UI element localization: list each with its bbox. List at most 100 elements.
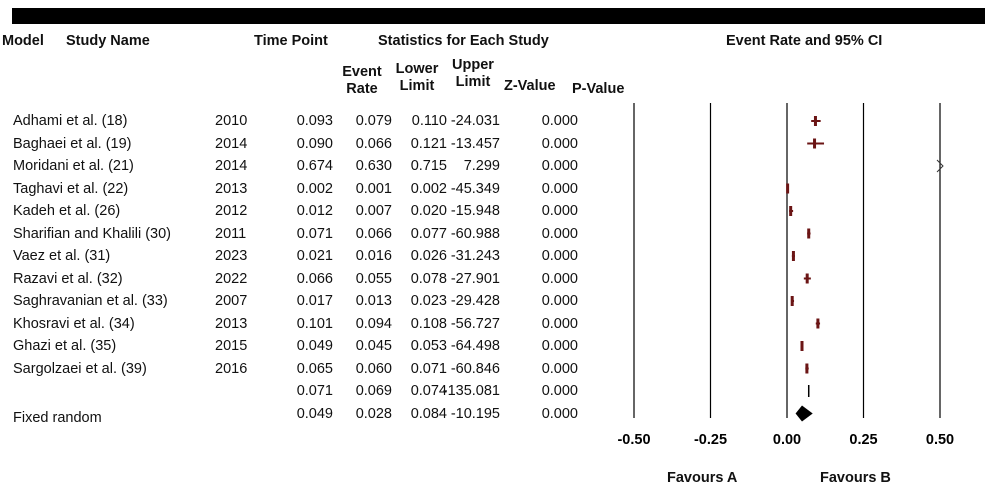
study-value: 0.066 [355,225,392,242]
study-year: 2014 [215,135,248,152]
study-value: 0.026 [410,248,447,264]
study-value: 7.299 [463,158,500,174]
summary-value: -135.081 [442,383,500,399]
point-estimate [813,116,817,126]
study-value: -45.349 [450,180,500,197]
study-value: 0.000 [541,180,578,197]
study-value: 0.090 [296,135,333,152]
study-value: 0.108 [410,315,447,332]
study-value: 0.000 [541,360,578,377]
offscale-arrow [936,159,944,173]
summary-label: Fixed random [13,409,102,426]
study-year: 2011 [215,225,247,242]
point-estimate [813,138,817,149]
col-header-lower-limit: Lower Limit [395,61,439,94]
col-header-p-value: P-Value [572,81,625,97]
study-name: Taghavi et al. (22) [13,180,129,197]
point-estimate [805,363,809,374]
study-value: -29.428 [450,293,500,309]
favours-a-label: Favours A [667,470,738,486]
study-year: 2012 [215,203,248,219]
study-year: 2015 [215,338,248,354]
summary-value: 0.069 [355,383,392,399]
study-value: 0.000 [541,315,578,332]
study-name: Ghazi et al. (35) [13,338,117,354]
study-year: 2007 [215,293,248,309]
study-value: 0.078 [410,270,447,287]
study-value: -15.948 [450,203,500,219]
x-tick-label: -0.50 [617,432,650,448]
study-value: 0.012 [296,203,333,219]
x-tick-label: 0.00 [773,432,801,448]
study-value: 0.060 [355,360,392,377]
point-estimate [805,273,809,284]
study-year: 2013 [215,180,248,197]
study-value: 0.000 [541,270,578,287]
summary-value: 0.000 [541,405,578,422]
study-value: 0.017 [296,293,333,309]
point-estimate [790,296,794,306]
study-value: 0.000 [541,338,578,354]
study-value: 0.079 [355,113,392,129]
study-value: -24.031 [450,113,500,129]
study-value: 0.002 [410,180,447,197]
study-year: 2014 [215,158,248,174]
point-estimate [789,206,793,216]
study-value: -13.457 [450,135,500,152]
study-value: -31.243 [450,248,500,264]
x-tick-label: 0.25 [849,432,877,448]
study-name: Adhami et al. (18) [13,113,128,129]
study-value: 0.071 [410,360,447,377]
study-value: 0.065 [296,360,333,377]
summary-value: 0.071 [296,383,333,399]
study-value: 0.630 [355,158,392,174]
summary-value: 0.049 [296,405,333,422]
col-header-z-value: Z-Value [504,78,556,94]
col-header-event-rate: Event Rate [342,64,382,97]
study-value: -27.901 [450,270,500,287]
study-value: 0.016 [355,248,392,264]
study-year: 2013 [215,315,248,332]
study-name: Sargolzaei et al. (39) [13,360,147,377]
study-name: Moridani et al. (21) [13,158,134,174]
summary-value: 0.074 [410,383,447,399]
study-value: 0.001 [355,180,392,197]
header-event-rate-ci: Event Rate and 95% CI [726,33,883,49]
study-value: 0.000 [541,135,578,152]
study-name: Razavi et al. (32) [13,270,123,287]
favours-b-label: Favours B [820,470,891,486]
summary-value: 0.084 [410,405,447,422]
study-value: 0.053 [410,338,447,354]
col-header-upper-limit: Upper Limit [452,57,494,90]
header-statistics: Statistics for Each Study [378,33,549,49]
study-value: 0.045 [355,338,392,354]
study-value: 0.000 [541,158,578,174]
study-value: 0.013 [355,293,392,309]
study-year: 2016 [215,360,248,377]
study-value: 0.007 [355,203,392,219]
study-value: 0.093 [296,113,333,129]
study-name: Sharifian and Khalili (30) [13,225,171,242]
top-rule [12,8,985,24]
study-value: -60.988 [450,225,500,242]
summary-value: -10.195 [450,405,500,422]
study-value: 0.049 [296,338,333,354]
study-year: 2010 [215,113,248,129]
study-value: 0.020 [410,203,447,219]
study-value: 0.000 [541,248,578,264]
summary-value: 0.000 [541,383,578,399]
point-estimate [816,318,820,329]
study-value: 0.000 [541,293,578,309]
study-value: 0.066 [296,270,333,287]
study-value: 0.077 [410,225,447,242]
study-value: -60.846 [450,360,500,377]
point-estimate [791,251,795,261]
x-tick-label: -0.25 [694,432,727,448]
study-year: 2022 [215,270,248,287]
study-value: 0.071 [296,225,333,242]
study-value: -64.498 [450,338,500,354]
header-study-name: Study Name [66,33,150,49]
study-value: 0.055 [355,270,392,287]
summary-diamond [795,405,813,422]
